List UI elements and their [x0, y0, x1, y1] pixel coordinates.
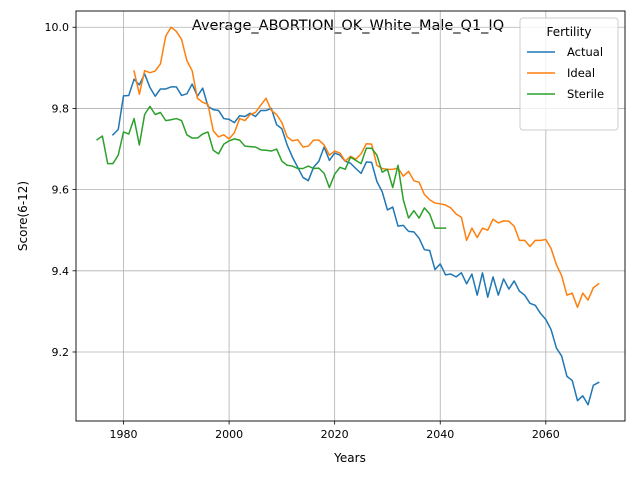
legend-title: Fertility — [546, 25, 591, 39]
x-tick-label: 2040 — [426, 428, 454, 441]
series-line-ideal — [133, 26, 600, 309]
legend-items: Actual Ideal Sterile — [527, 45, 604, 101]
y-tick-label: 9.2 — [52, 346, 70, 359]
chart-title: Average_ABORTION_OK_White_Male_Q1_IQ — [192, 18, 504, 34]
x-tick-label: 2060 — [532, 428, 560, 441]
series-line-sterile — [96, 105, 447, 229]
y-axis-label: Score(6-12) — [16, 181, 30, 251]
x-tick-label: 2020 — [321, 428, 349, 441]
x-tick-label: 1980 — [110, 428, 138, 441]
y-tick-label: 9.8 — [52, 102, 70, 115]
series-layer — [96, 26, 600, 406]
plot-area: 1980 2000 2020 2040 2060 9.2 9.4 9.6 9.8 10.0 — [45, 10, 626, 441]
y-tick-label: 9.4 — [52, 265, 70, 278]
legend-label-sterile: Sterile — [567, 87, 604, 101]
series-line-actual — [111, 73, 600, 406]
x-axis-label: Years — [333, 451, 366, 465]
y-tick-label: 9.6 — [52, 184, 70, 197]
legend-label-actual: Actual — [567, 45, 603, 59]
legend-label-ideal: Ideal — [567, 66, 595, 80]
y-tick-label: 10.0 — [45, 21, 70, 34]
legend: Fertility Actual Ideal Sterile — [519, 17, 619, 131]
legend-box — [519, 17, 619, 131]
x-tick-label: 2000 — [215, 428, 243, 441]
y-axis-ticks: 9.2 9.4 9.6 9.8 10.0 — [45, 21, 76, 359]
axes-frame — [75, 10, 626, 422]
x-axis-ticks: 1980 2000 2020 2040 2060 — [110, 421, 560, 441]
